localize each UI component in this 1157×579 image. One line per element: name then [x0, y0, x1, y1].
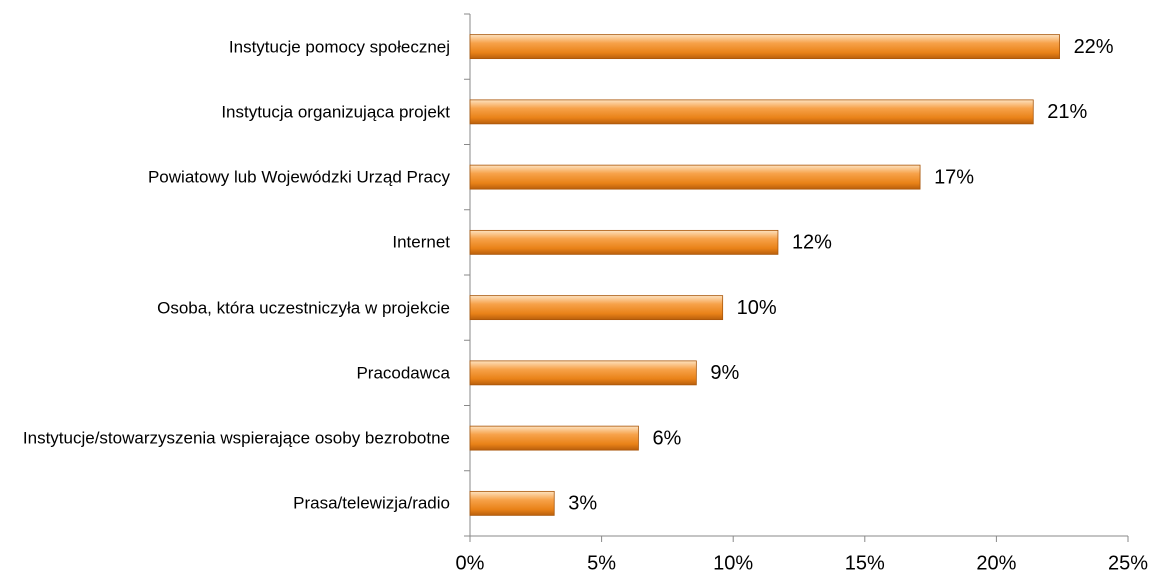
category-text: Powiatowy lub Wojewódzki Urząd Pracy	[147, 167, 450, 187]
value-label: 17%	[934, 166, 974, 188]
category-label: Powiatowy lub Wojewódzki Urząd Pracy	[10, 164, 450, 191]
value-label: 6%	[652, 427, 681, 449]
bar	[469, 490, 555, 516]
bar	[469, 360, 697, 386]
bar	[469, 99, 1034, 125]
category-label: Pracodawca	[10, 359, 450, 386]
category-text: Internet	[392, 232, 450, 252]
value-label: 3%	[568, 493, 597, 515]
x-tick-label: 15%	[845, 552, 885, 574]
bar	[469, 295, 724, 321]
category-text: Instytucja organizująca projekt	[221, 102, 450, 122]
bar	[469, 34, 1060, 60]
value-label: 21%	[1047, 101, 1087, 123]
category-text: Pracodawca	[356, 363, 450, 383]
category-text: Instytucje pomocy społecznej	[228, 37, 450, 57]
category-label: Instytucje pomocy społecznej	[10, 33, 450, 60]
bar	[469, 229, 779, 255]
category-label: Prasa/telewizja/radio	[10, 490, 450, 517]
value-label: 9%	[710, 362, 739, 384]
x-tick-label: 20%	[976, 552, 1016, 574]
x-tick-label: 10%	[713, 552, 753, 574]
value-label: 22%	[1074, 36, 1114, 58]
x-tick-label: 0%	[456, 552, 485, 574]
bar	[469, 164, 921, 190]
category-text: Prasa/telewizja/radio	[293, 493, 450, 513]
x-tick-label: 5%	[587, 552, 616, 574]
category-label: Internet	[10, 229, 450, 256]
category-label: Osoba, która uczestniczyła w projekcie	[10, 294, 450, 321]
value-label: 12%	[792, 232, 832, 254]
category-text: Instytucje/stowarzyszenia wspierające os…	[22, 428, 450, 448]
value-label: 10%	[737, 297, 777, 319]
bar	[469, 425, 639, 451]
category-label: Instytucja organizująca projekt	[10, 98, 450, 125]
category-label: Instytucje/stowarzyszenia wspierające os…	[10, 425, 450, 452]
category-text: Osoba, która uczestniczyła w projekcie	[157, 298, 450, 318]
x-tick-label: 25%	[1108, 552, 1148, 574]
